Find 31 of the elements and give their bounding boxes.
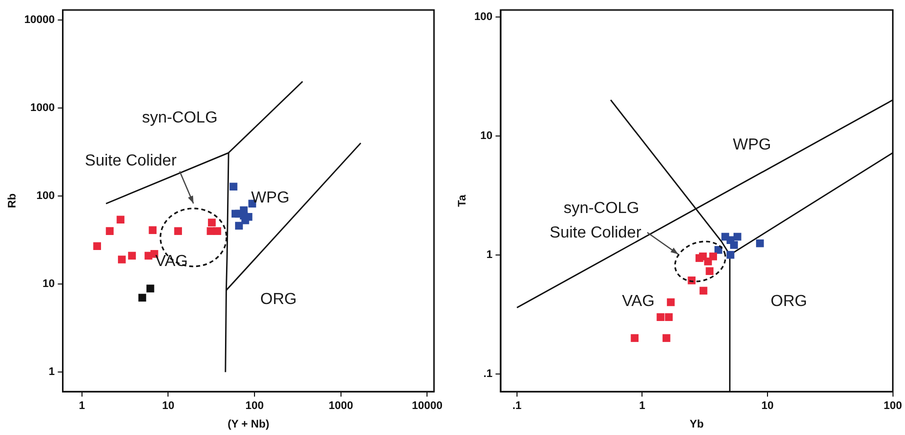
x-tick-label: .1 [512, 400, 522, 412]
y-tick-label: 10000 [24, 14, 55, 26]
x-tick-label: 1000 [328, 400, 354, 412]
annotation: Suite Colider [84, 152, 178, 170]
annotation: ORG [260, 291, 297, 308]
y-tick-label: 1 [486, 248, 493, 261]
y-axis-title: Rb [6, 193, 19, 208]
x-tick-label: 100 [884, 400, 902, 412]
x-axis-title: (Y + Nb) [228, 418, 270, 430]
y-tick-label: 1 [48, 366, 55, 378]
y-tick-label: .1 [483, 368, 493, 380]
y-tick-label: 1000 [30, 102, 55, 114]
annotation: ORG [770, 292, 808, 310]
x-tick-label: 100 [245, 400, 264, 412]
x-tick-label: 10000 [412, 400, 442, 412]
annotation: syn-COLG [142, 109, 218, 126]
annotation: WPG [251, 190, 290, 207]
annotation: WPG [732, 136, 772, 154]
x-tick-label: 1 [78, 400, 85, 412]
annotation: VAG [622, 292, 655, 310]
annotation: syn-COLG [564, 200, 640, 217]
y-axis-title: Ta [456, 194, 469, 207]
x-axis-title: Yb [690, 418, 704, 430]
y-tick-label: 100 [36, 190, 55, 202]
y-tick-label: 100 [474, 10, 493, 23]
x-tick-label: 10 [761, 400, 774, 412]
x-tick-label: 10 [162, 400, 174, 412]
annotation: Suite Colider [550, 224, 642, 242]
y-tick-label: 10 [480, 130, 493, 142]
x-tick-label: 1 [639, 400, 646, 412]
y-tick-label: 10 [42, 278, 55, 290]
